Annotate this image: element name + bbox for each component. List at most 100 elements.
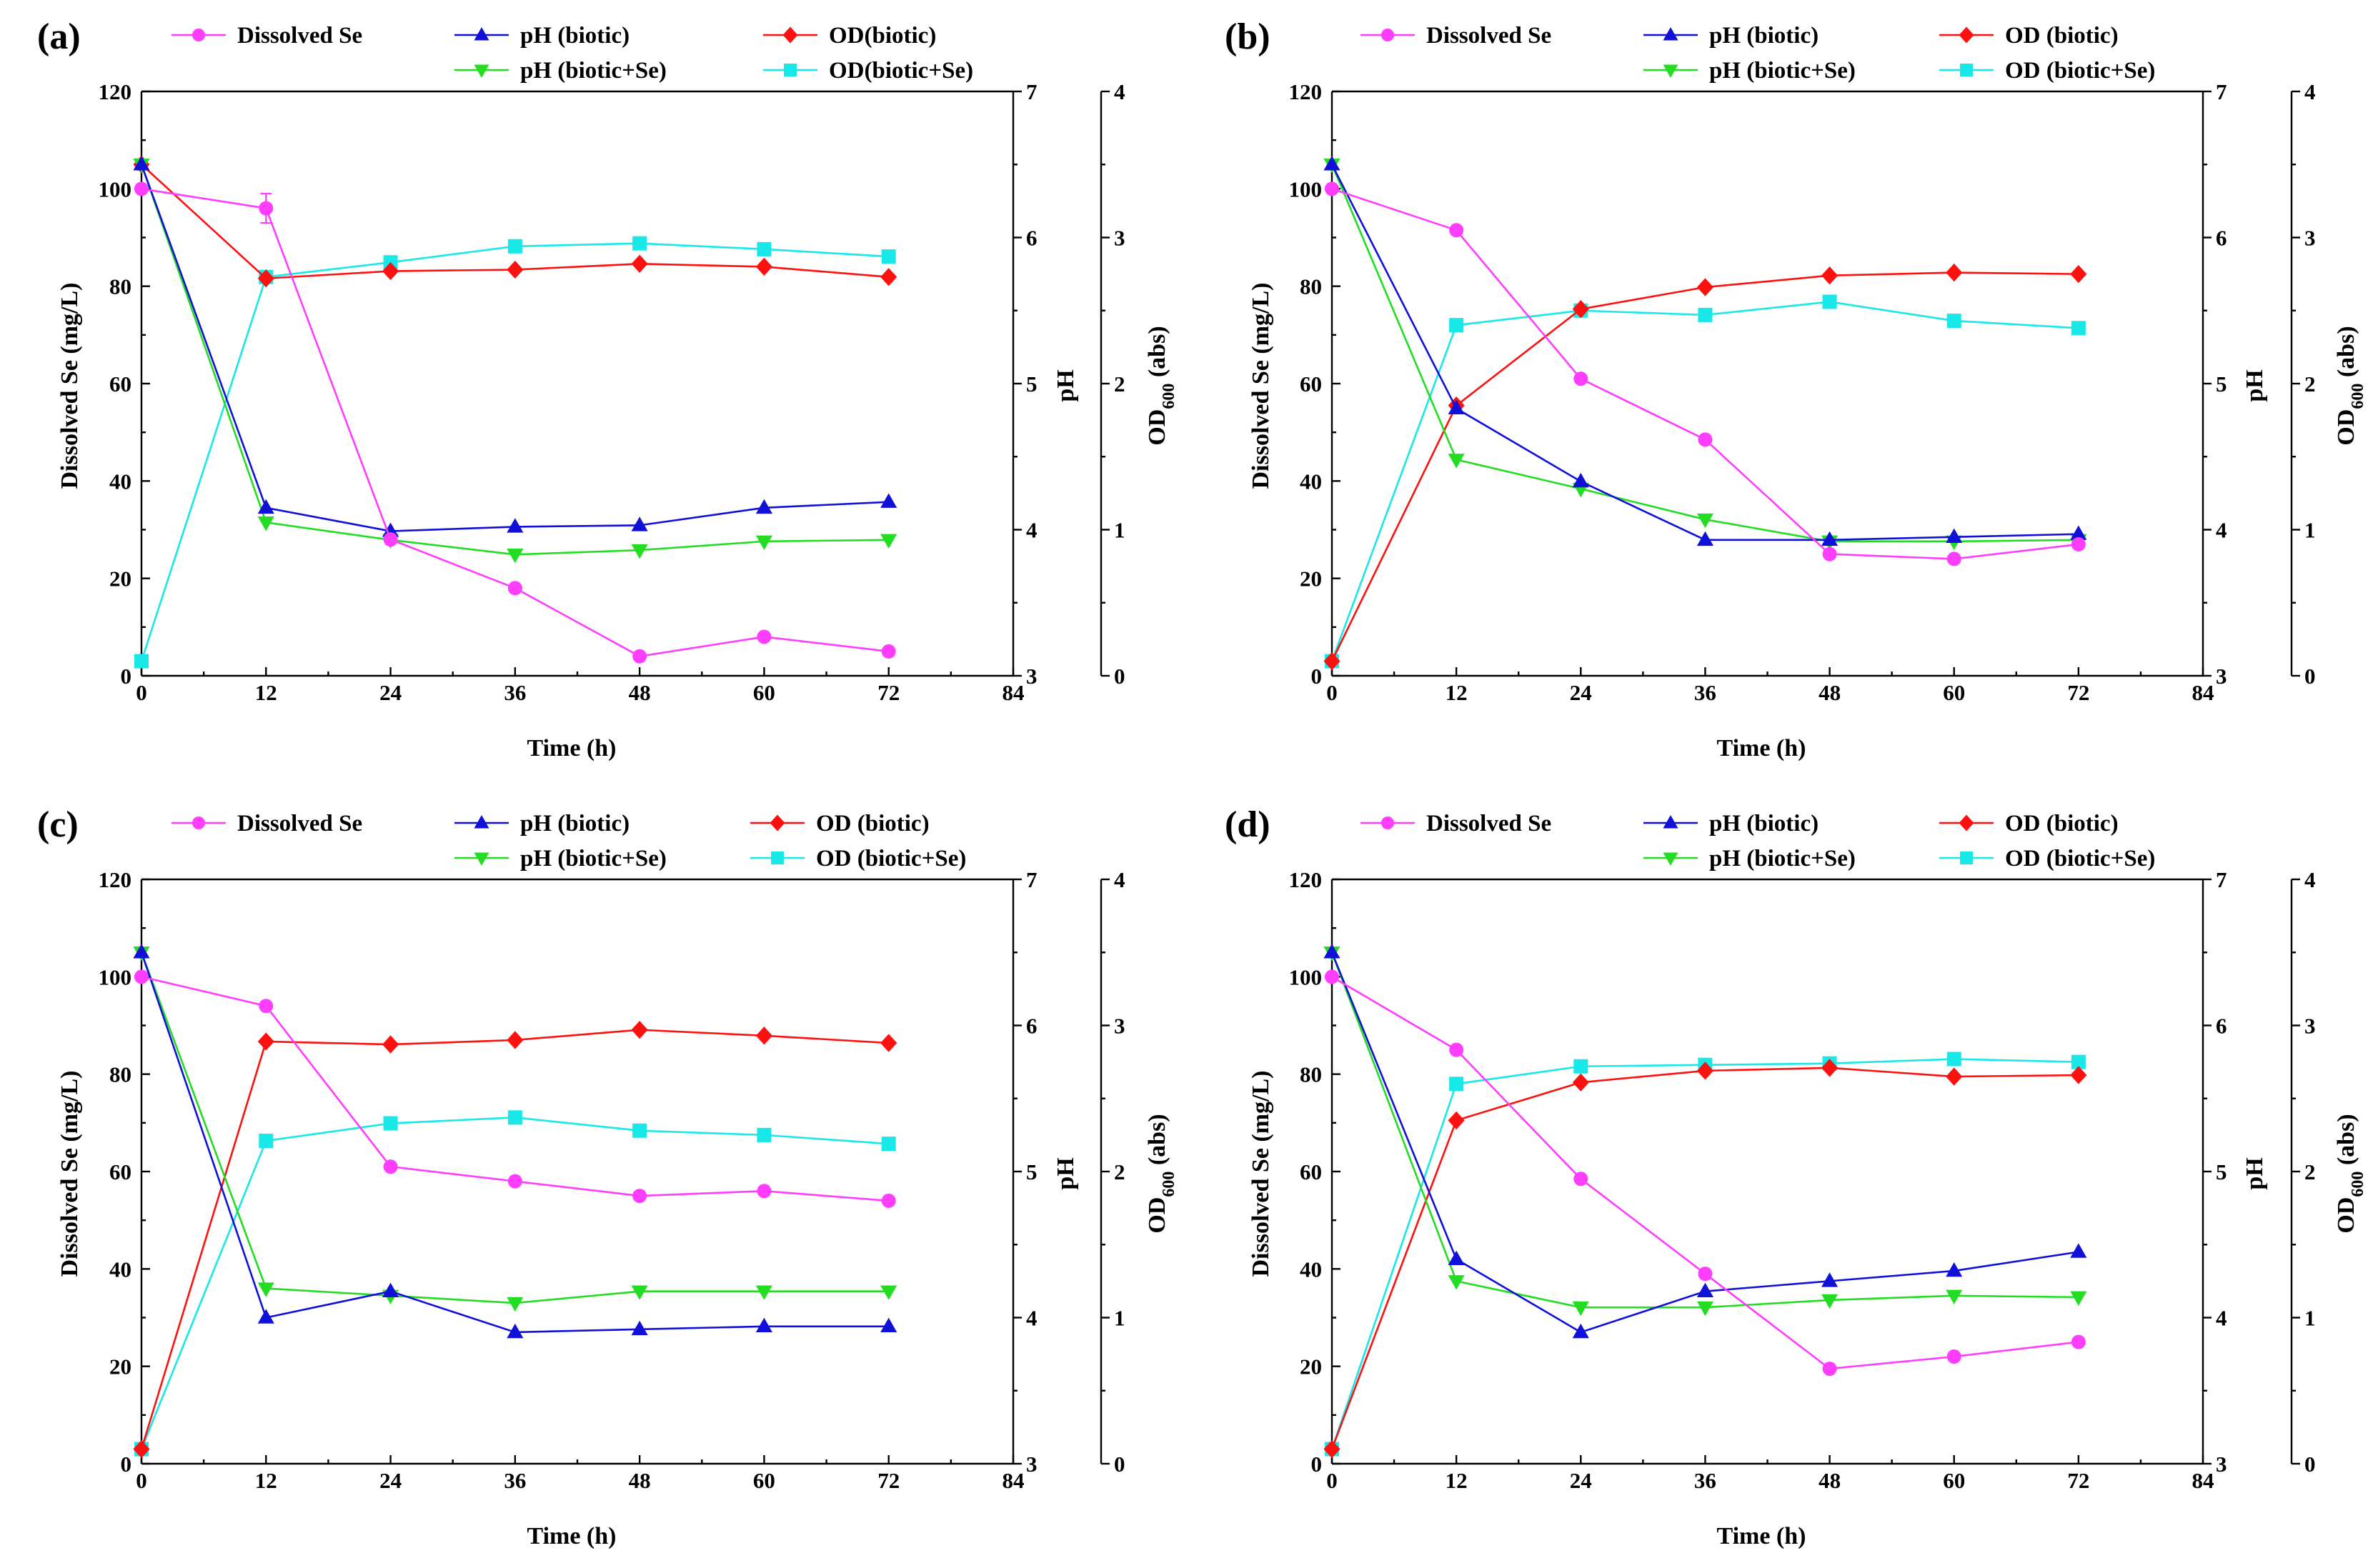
- series-line-ph-bse: [140, 952, 889, 1304]
- y-left-tick-label: 100: [1289, 176, 1323, 201]
- data-point-se: [1573, 371, 1588, 386]
- y-od-tick-label: 3: [2304, 226, 2316, 251]
- y-od-tick-label: 4: [2304, 79, 2316, 104]
- data-point-se: [632, 649, 647, 664]
- series-line-od-b: [140, 1029, 889, 1449]
- series-line-ph-bse: [140, 164, 889, 556]
- data-point-se: [1946, 1349, 1961, 1364]
- data-point-od-bse: [259, 1134, 274, 1149]
- y-axis-left-label: Dissolved Se (mg/L): [56, 1071, 83, 1277]
- od-label-sub: 600: [2349, 384, 2367, 409]
- y-left-tick-label: 60: [109, 1159, 131, 1184]
- data-point-ph-b: [1448, 399, 1465, 415]
- data-point-ph-b: [2070, 525, 2087, 540]
- data-point-se: [507, 581, 522, 596]
- data-point-od-bse: [1946, 1052, 1961, 1067]
- series-ph-b: [1323, 156, 2087, 546]
- legend: Dissolved Se pH (biotic) OD (biotic) pH …: [171, 811, 966, 872]
- y-left-tick-label: 20: [109, 1354, 131, 1379]
- y-ph-tick-label: 7: [1026, 867, 1038, 892]
- data-point-od-bse: [507, 1110, 522, 1125]
- data-point-ph-bse: [631, 1285, 648, 1300]
- panel-label: (a): [37, 16, 81, 57]
- data-point-ph-b: [507, 1323, 524, 1339]
- data-point-od-bse: [1449, 318, 1464, 333]
- legend-marker-od-biotic: [1959, 26, 1974, 44]
- y-left-tick-label: 60: [109, 371, 131, 396]
- series-se: [1325, 181, 2086, 566]
- y-ph-tick-label: 3: [2216, 664, 2227, 689]
- data-point-od-b: [382, 261, 399, 281]
- x-tick-label: 24: [1570, 680, 1592, 705]
- series-od-bse: [1325, 1052, 2086, 1457]
- data-point-od-b: [1572, 1073, 1589, 1092]
- data-point-se: [881, 644, 896, 659]
- data-point-ph-bse: [507, 549, 524, 564]
- data-point-se: [1573, 1172, 1588, 1187]
- od-label-suffix: (abs): [1144, 1114, 1170, 1171]
- data-point-ph-bse: [2070, 1291, 2087, 1306]
- y-od-tick-label: 0: [2304, 1452, 2316, 1477]
- series-od-b: [133, 1020, 897, 1459]
- data-point-se: [1449, 223, 1464, 238]
- legend-label-od-biotic: OD(biotic): [829, 23, 936, 49]
- data-point-ph-bse: [755, 535, 772, 550]
- legend-marker-se: [1381, 817, 1394, 829]
- od-label-suffix: (abs): [1144, 326, 1170, 383]
- data-point-ph-bse: [1448, 454, 1465, 469]
- data-point-ph-bse: [1696, 1301, 1713, 1317]
- data-point-od-bse: [2071, 321, 2086, 336]
- y-left-tick-label: 120: [1289, 867, 1323, 892]
- data-point-se: [383, 1159, 398, 1174]
- y-ph-tick-label: 4: [2216, 518, 2227, 543]
- data-point-od-b: [631, 1020, 648, 1039]
- data-point-od-bse: [507, 239, 522, 254]
- x-tick-label: 0: [136, 680, 147, 705]
- data-point-se: [1822, 1362, 1837, 1377]
- y-axis-left-label: Dissolved Se (mg/L): [1248, 283, 1274, 489]
- legend-label-od-biotic: OD (biotic): [816, 811, 930, 837]
- legend-label-ph-biotic-se: pH (biotic+Se): [520, 58, 667, 84]
- data-point-ph-bse: [755, 1285, 772, 1300]
- legend-marker-ph-biotic: [474, 27, 489, 41]
- data-point-ph-bse: [1448, 1275, 1465, 1290]
- data-point-od-bse: [1698, 307, 1713, 322]
- y-od-tick-label: 0: [2304, 664, 2316, 689]
- series-ph-bse: [1323, 159, 2087, 550]
- legend-label-od-biotic: OD (biotic): [2005, 811, 2119, 837]
- legend-marker-od-biotic: [782, 26, 798, 44]
- od-label-suffix: (abs): [2333, 326, 2359, 383]
- y-ph-tick-label: 5: [2216, 371, 2227, 396]
- legend-marker-ph-biotic-se: [1663, 852, 1678, 866]
- y-axis-od-label: OD600 (abs): [1144, 1114, 1178, 1233]
- y-od-tick-label: 2: [2304, 371, 2316, 396]
- y-axis-left-label: Dissolved Se (mg/L): [56, 283, 83, 489]
- y-left-tick-label: 120: [99, 867, 132, 892]
- y-left-tick-label: 80: [1300, 274, 1322, 299]
- y-axis-ph-label: pH: [1053, 369, 1079, 401]
- y-left-tick-label: 20: [1300, 1354, 1322, 1379]
- x-tick-label: 0: [1326, 680, 1338, 705]
- data-point-ph-b: [880, 493, 897, 508]
- x-tick-label: 36: [1694, 1468, 1716, 1493]
- y-od-tick-label: 2: [1114, 371, 1125, 396]
- x-tick-label: 84: [1003, 1468, 1025, 1493]
- y-left-tick-label: 100: [1289, 964, 1323, 989]
- y-od-tick-label: 4: [1114, 79, 1125, 104]
- y-od-tick-label: 0: [1114, 664, 1125, 689]
- data-point-od-bse: [1573, 1059, 1588, 1074]
- y-left-tick-label: 120: [1289, 79, 1323, 104]
- legend-marker-ph-biotic-se: [474, 64, 489, 78]
- data-point-od-b: [2070, 1066, 2087, 1084]
- data-point-ph-b: [133, 944, 150, 959]
- data-point-od-b: [133, 1439, 150, 1459]
- data-point-od-b: [1946, 263, 1963, 282]
- data-point-od-bse: [1449, 1077, 1464, 1092]
- data-point-ph-b: [1323, 156, 1340, 171]
- data-point-od-bse: [757, 1127, 772, 1142]
- legend-marker-ph-biotic: [1663, 27, 1678, 41]
